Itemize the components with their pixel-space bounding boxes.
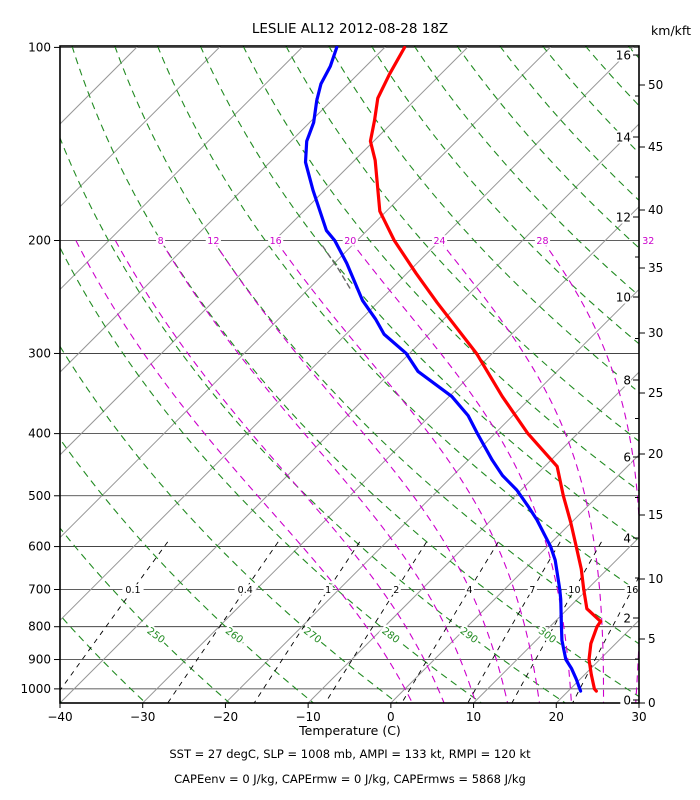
svg-text:0.4: 0.4: [238, 585, 253, 596]
mixing-ratio-lines: [60, 541, 639, 703]
grid-line-label: 0: [620, 693, 631, 707]
svg-text:35: 35: [648, 261, 663, 275]
svg-text:800: 800: [28, 620, 51, 634]
svg-text:500: 500: [28, 489, 51, 503]
dewpoint-curve: [303, 46, 583, 693]
svg-text:15: 15: [648, 508, 663, 522]
svg-text:4: 4: [466, 585, 472, 596]
grid-line-label: 8: [620, 373, 631, 387]
svg-text:16: 16: [616, 48, 631, 62]
grid-line-label: 20: [342, 235, 358, 247]
svg-text:−20: −20: [213, 710, 238, 724]
footer-stats-line2: CAPEenv = 0 J/kg, CAPErmw = 0 J/kg, CAPE…: [174, 772, 526, 786]
gray-dashed-segment-curve: [321, 245, 353, 292]
chart-title: LESLIE AL12 2012-08-28 18Z: [251, 21, 449, 37]
svg-text:50: 50: [648, 78, 663, 92]
svg-text:30: 30: [631, 710, 646, 724]
grid-line-label: 0.1: [122, 584, 144, 596]
x-axis-label: Temperature (C): [299, 723, 401, 738]
svg-text:0: 0: [387, 710, 395, 724]
svg-text:25: 25: [648, 386, 663, 400]
svg-text:10: 10: [616, 290, 631, 304]
svg-text:600: 600: [28, 540, 51, 554]
svg-text:8: 8: [623, 373, 631, 387]
footer-stats-line1: SST = 27 degC, SLP = 1008 mb, AMPI = 133…: [169, 747, 531, 761]
svg-text:7: 7: [529, 585, 535, 596]
svg-text:900: 900: [28, 653, 51, 667]
svg-text:4: 4: [623, 531, 631, 545]
svg-text:0: 0: [648, 696, 656, 710]
grid-line-label: 14: [612, 130, 631, 144]
svg-text:45: 45: [648, 140, 663, 154]
svg-text:20: 20: [648, 447, 663, 461]
svg-text:10: 10: [648, 572, 663, 586]
altitude-axis-header: km/kft: [651, 23, 691, 38]
plot-frame: [59, 45, 640, 704]
svg-text:32: 32: [642, 236, 654, 247]
grid-line-label: 12: [205, 235, 221, 247]
svg-text:700: 700: [28, 583, 51, 597]
svg-text:16: 16: [626, 585, 638, 596]
svg-text:−30: −30: [130, 710, 155, 724]
svg-text:5: 5: [648, 632, 656, 646]
svg-text:100: 100: [28, 40, 51, 54]
svg-text:10: 10: [568, 585, 580, 596]
svg-text:16: 16: [270, 236, 282, 247]
svg-text:1000: 1000: [20, 682, 51, 696]
svg-text:1: 1: [325, 585, 331, 596]
svg-text:2: 2: [623, 611, 631, 625]
svg-text:20: 20: [549, 710, 564, 724]
grid-line-label: 0.4: [234, 584, 256, 596]
svg-text:6: 6: [623, 450, 631, 464]
svg-text:300: 300: [28, 346, 51, 360]
svg-text:2: 2: [393, 585, 399, 596]
grid-line-label: 24: [431, 235, 448, 247]
grid-line-label: 32: [640, 235, 656, 247]
svg-text:12: 12: [207, 236, 219, 247]
grid-line-label: 6: [620, 450, 631, 464]
grid-line-label: 12: [612, 210, 631, 224]
svg-text:28: 28: [536, 236, 548, 247]
svg-text:200: 200: [28, 234, 51, 248]
grid-line-label: 2: [391, 584, 401, 596]
grid-line-label: 10: [566, 584, 583, 596]
grid-line-label: 4: [620, 531, 631, 545]
svg-text:20: 20: [344, 236, 356, 247]
grid-line-label: 16: [612, 48, 631, 62]
grid-line-label: 2: [620, 611, 631, 625]
grid-line-label: 8: [156, 235, 166, 247]
grid-line-label: 7: [527, 584, 537, 596]
svg-text:0: 0: [623, 693, 631, 707]
svg-text:24: 24: [433, 236, 445, 247]
temperature-curve: [368, 46, 603, 693]
grid-line-label: 10: [612, 290, 631, 304]
sounding-curves: [303, 46, 603, 693]
svg-text:0.1: 0.1: [125, 585, 140, 596]
svg-text:400: 400: [28, 427, 51, 441]
grid-line-label: 28: [534, 235, 551, 247]
grid-line-label: 16: [624, 584, 640, 596]
svg-text:40: 40: [648, 203, 663, 217]
svg-text:10: 10: [466, 710, 481, 724]
svg-text:−10: −10: [295, 710, 320, 724]
svg-text:8: 8: [158, 236, 164, 247]
grid-line-label: 4: [464, 584, 474, 596]
svg-text:12: 12: [616, 210, 631, 224]
svg-text:14: 14: [616, 130, 631, 144]
svg-text:−40: −40: [47, 710, 72, 724]
grid-line-label: 1: [323, 584, 333, 596]
grid-line-label: 16: [268, 235, 284, 247]
svg-text:30: 30: [648, 326, 663, 340]
